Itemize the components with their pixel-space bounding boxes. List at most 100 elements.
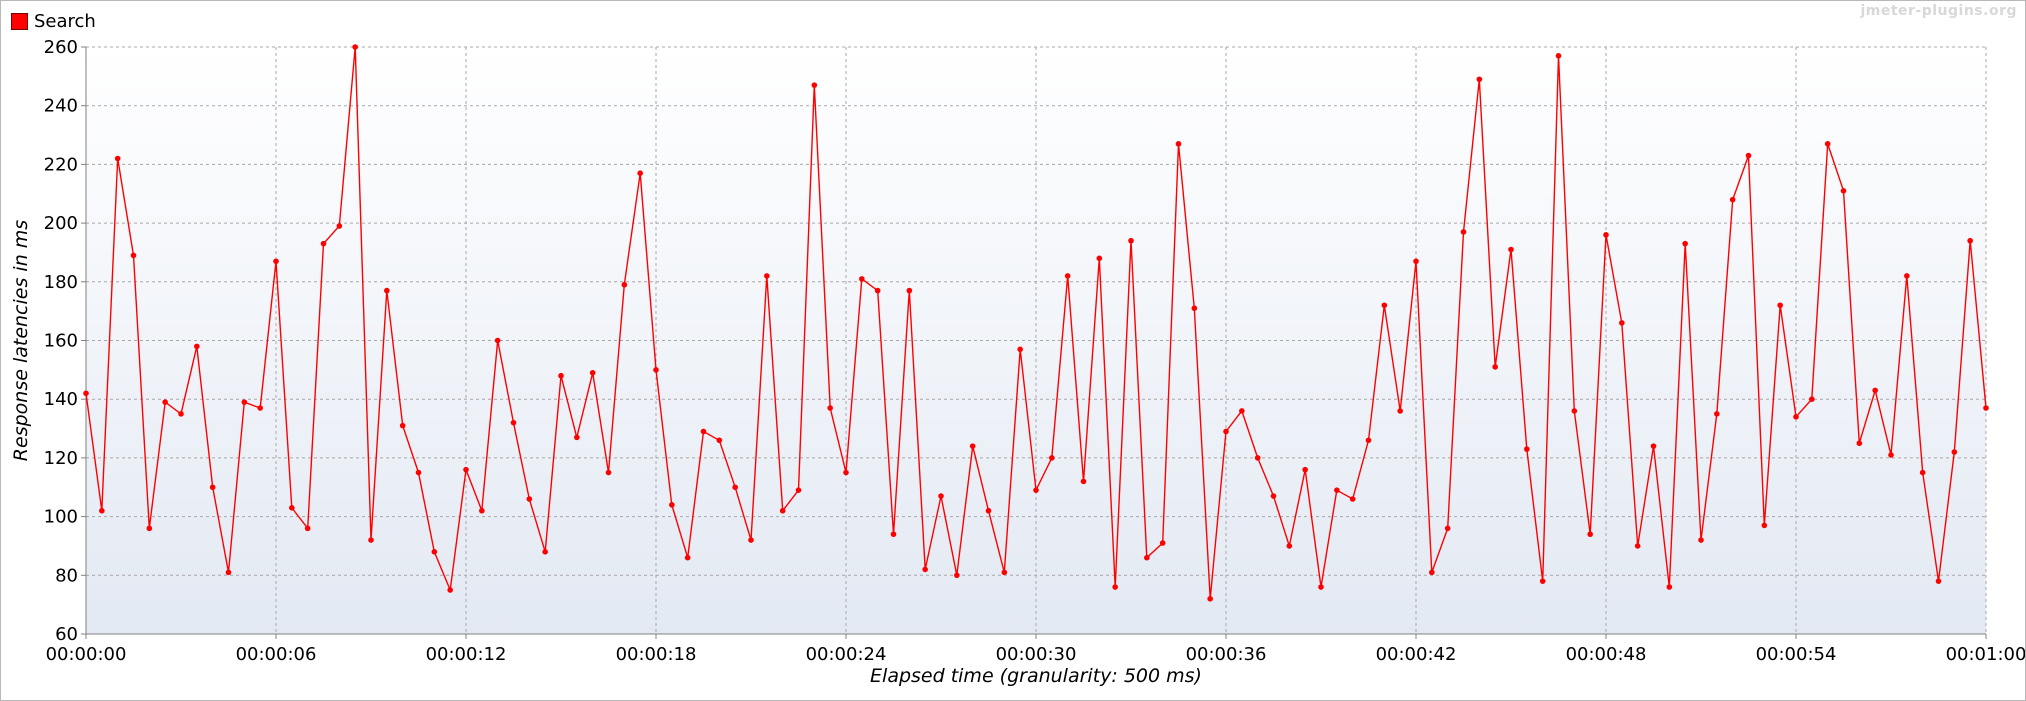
x-tick-label: 00:01:00 xyxy=(1946,644,2025,665)
data-point xyxy=(938,493,944,499)
data-point xyxy=(748,537,754,543)
y-tick-label: 140 xyxy=(44,389,78,410)
data-point xyxy=(526,496,533,502)
data-point xyxy=(304,525,311,532)
y-tick-label: 100 xyxy=(44,507,78,528)
data-point xyxy=(669,502,675,508)
data-point xyxy=(1033,487,1039,493)
y-tick-label: 160 xyxy=(44,331,78,352)
data-point xyxy=(1888,452,1894,458)
data-point xyxy=(1619,320,1625,326)
data-point xyxy=(1460,229,1467,235)
data-point xyxy=(1714,411,1720,417)
data-point xyxy=(1080,478,1087,485)
x-tick-label: 00:00:42 xyxy=(1376,644,1457,665)
axes xyxy=(81,46,1987,639)
x-tick-label: 00:00:54 xyxy=(1756,644,1837,665)
data-point xyxy=(463,466,469,473)
data-point xyxy=(431,549,438,555)
data-point xyxy=(320,240,327,247)
data-point xyxy=(890,531,897,538)
legend: Search xyxy=(11,11,96,32)
data-point xyxy=(859,276,865,282)
data-point xyxy=(1761,522,1768,529)
data-point xyxy=(257,405,263,411)
data-point xyxy=(162,399,168,405)
data-point xyxy=(1603,232,1609,238)
x-axis-ticks: 00:00:00 00:00:06 00:00:12 00:00:18 00:00:24… xyxy=(46,644,2025,665)
series-search xyxy=(83,44,1989,602)
y-tick-label: 260 xyxy=(44,37,78,58)
data-point xyxy=(700,428,707,435)
grid xyxy=(85,46,1987,635)
data-point xyxy=(1935,578,1942,584)
data-point xyxy=(1444,525,1451,532)
data-point xyxy=(241,399,248,405)
data-point xyxy=(1666,584,1673,590)
data-point xyxy=(922,566,928,573)
x-tick-label: 00:00:12 xyxy=(426,644,507,665)
data-point xyxy=(1793,414,1799,420)
y-tick-label: 80 xyxy=(55,565,78,586)
data-point xyxy=(1650,443,1657,449)
y-tick-label: 200 xyxy=(44,213,78,234)
data-point xyxy=(178,411,184,417)
data-point xyxy=(1824,141,1831,147)
data-point xyxy=(827,405,833,411)
data-point xyxy=(130,252,137,259)
data-point xyxy=(589,369,596,376)
data-point xyxy=(1492,364,1498,370)
data-point xyxy=(605,469,612,476)
data-point xyxy=(83,390,89,397)
data-point xyxy=(874,287,881,294)
data-point xyxy=(1365,437,1372,444)
data-point xyxy=(1144,554,1150,561)
data-point xyxy=(289,504,295,511)
data-point xyxy=(764,273,770,279)
data-point xyxy=(637,170,643,177)
data-point xyxy=(1286,543,1293,549)
data-point xyxy=(494,337,501,344)
data-point xyxy=(1381,302,1388,309)
data-point xyxy=(574,434,580,441)
legend-label: Search xyxy=(34,11,96,32)
data-point xyxy=(146,525,153,532)
y-tick-label: 220 xyxy=(44,154,78,175)
data-point xyxy=(1476,76,1483,83)
data-point xyxy=(1872,387,1878,394)
data-point xyxy=(114,155,121,162)
data-point xyxy=(1096,255,1103,262)
data-point xyxy=(352,44,358,50)
data-point xyxy=(1729,196,1736,203)
data-point xyxy=(1840,188,1847,194)
data-point xyxy=(1777,302,1783,309)
data-point xyxy=(194,343,200,350)
data-point xyxy=(384,287,390,294)
data-point xyxy=(1049,455,1055,461)
data-point xyxy=(1587,531,1593,538)
x-tick-label: 00:00:18 xyxy=(616,644,697,665)
data-point xyxy=(1555,53,1562,59)
data-point xyxy=(795,487,802,493)
data-point xyxy=(1064,273,1071,279)
x-tick-label: 00:00:24 xyxy=(806,644,887,665)
data-point xyxy=(399,422,406,429)
data-point xyxy=(368,537,374,543)
data-point xyxy=(510,419,517,426)
data-point xyxy=(1223,428,1229,435)
data-point xyxy=(1239,408,1245,414)
data-point xyxy=(653,367,659,373)
data-point xyxy=(1175,141,1182,147)
data-point xyxy=(1334,487,1340,493)
data-point xyxy=(1524,446,1530,452)
data-point xyxy=(1191,305,1198,312)
data-point xyxy=(1634,543,1641,549)
data-point xyxy=(479,507,485,514)
data-point xyxy=(1128,237,1134,244)
data-point xyxy=(732,484,738,491)
data-point xyxy=(1397,408,1403,414)
data-point xyxy=(716,437,723,444)
data-point xyxy=(1017,346,1023,353)
